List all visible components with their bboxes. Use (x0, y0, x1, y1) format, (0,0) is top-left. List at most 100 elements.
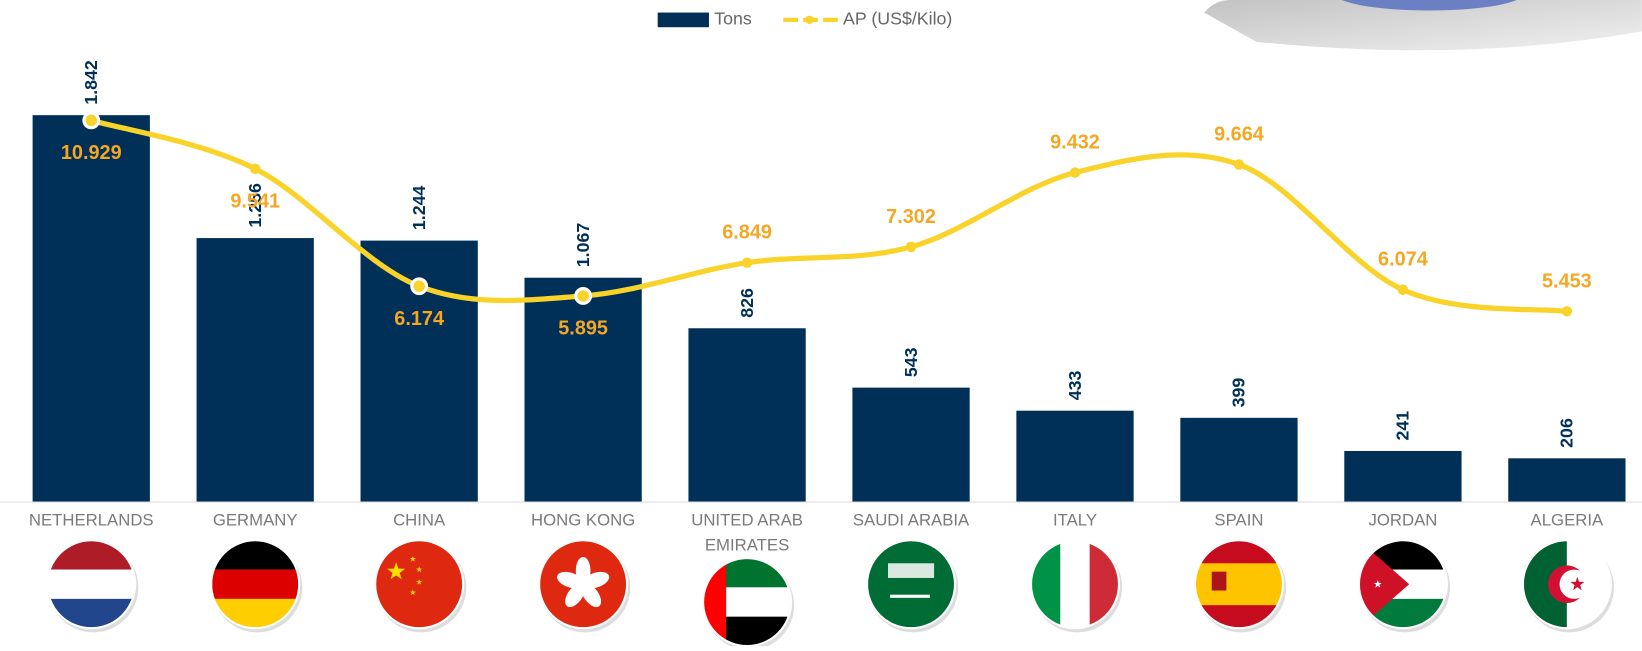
bar (688, 328, 806, 502)
line-marker (1069, 167, 1081, 178)
flag-part (1211, 571, 1227, 591)
flag-part (416, 578, 423, 585)
flag-part (1373, 580, 1382, 588)
flag-part (557, 571, 584, 589)
bar-value-label: 543 (901, 347, 921, 377)
x-tick-label: GERMANY (212, 511, 298, 530)
x-tick-label: NETHERLANDS (28, 511, 154, 530)
flag-part (1358, 540, 1410, 629)
line-value-label: 6.074 (1378, 249, 1428, 271)
line-marker (741, 257, 753, 268)
line-value-label: 6.174 (394, 308, 444, 330)
legend-swatch (657, 12, 709, 28)
x-tick-label: UNITED ARAB EMIRATES (691, 511, 803, 555)
line-marker (905, 241, 917, 253)
bar-value-label: 826 (737, 288, 757, 318)
bar-value-label: 1.256 (245, 183, 265, 228)
bar (524, 277, 642, 502)
bar (32, 115, 150, 502)
flag-part (47, 598, 136, 629)
bar-value-label: 206 (1557, 418, 1577, 448)
flag-border (374, 539, 465, 630)
flag-part (1060, 540, 1090, 629)
flag-border (1193, 539, 1284, 630)
flag-part (581, 583, 602, 608)
flag-part (211, 569, 300, 599)
bar (196, 238, 314, 502)
flag (1031, 540, 1119, 629)
line-value-label: 9.664 (1214, 123, 1264, 145)
category-label: JORDAN (1368, 512, 1437, 530)
line-marker (410, 277, 429, 296)
line-marker (574, 287, 593, 305)
flag-border (1357, 539, 1448, 630)
flag (867, 540, 956, 629)
x-tick-label: SAUDI ARABIA (852, 511, 970, 530)
x-tick-label: CHINA (393, 511, 446, 530)
bar-value-label: 399 (1229, 378, 1249, 408)
bar (1180, 417, 1298, 502)
bar (852, 387, 970, 502)
category-label: GERMANY (212, 511, 298, 530)
flag-border (1521, 539, 1612, 630)
flag-part (582, 571, 610, 589)
bar (1508, 458, 1626, 502)
x-tick-label: ALGERIA (1530, 511, 1604, 530)
x-tick-label: SPAIN (1214, 511, 1264, 530)
bar (1016, 410, 1134, 502)
flag-part (1194, 563, 1283, 606)
flag (539, 540, 628, 629)
flag (1194, 540, 1283, 629)
line-value-label: 9.541 (230, 191, 280, 213)
category-label: CHINA (393, 511, 446, 530)
flag-part (409, 555, 416, 562)
category-label: HONG KONG (530, 511, 636, 530)
line-marker (82, 111, 101, 130)
flag-part (867, 540, 956, 629)
line-value-label: 5.453 (1542, 270, 1592, 292)
line-value-label: 7.302 (886, 206, 936, 228)
flag-part (409, 589, 416, 596)
flag-part (1570, 576, 1585, 591)
bar-value-label: 1.842 (81, 60, 101, 105)
bar-value-label: 241 (1393, 411, 1413, 441)
flag-part (890, 594, 930, 598)
x-tick-label: ITALY (1052, 511, 1098, 530)
flag-part (416, 566, 423, 573)
flag-part (387, 562, 406, 580)
legend-label: Tons (714, 9, 752, 29)
flag (375, 540, 464, 629)
bar (1344, 450, 1462, 502)
line-value-label: 6.849 (722, 222, 772, 244)
category-label: ITALY (1052, 511, 1098, 530)
x-tick-label: HONG KONG (530, 511, 636, 530)
flag-border (210, 539, 301, 630)
line-marker (1397, 284, 1409, 295)
flag-border (866, 539, 957, 630)
flag-part (375, 540, 464, 629)
line-value-label: 10.929 (61, 142, 122, 164)
category-label: SAUDI ARABIA (852, 511, 970, 530)
flag-border (1029, 539, 1121, 630)
line-marker (1233, 159, 1245, 170)
bar-value-label: 1.067 (573, 223, 593, 268)
line (90, 117, 1568, 314)
category-label: NETHERLANDS (28, 511, 154, 530)
line-value-label: 5.895 (558, 318, 608, 340)
line-marker (1561, 306, 1573, 317)
flag-border (538, 539, 629, 630)
category-label: UNITED ARAB EMIRATES (691, 511, 803, 555)
category-label: SPAIN (1214, 511, 1264, 530)
legend: Tons AP (US$/Kilo) (657, 9, 952, 29)
legend-swatch (805, 15, 814, 25)
decoration (1204, 0, 1642, 51)
flag-part (211, 598, 300, 629)
line-marker (249, 163, 261, 175)
bar-value-label: 433 (1065, 370, 1085, 400)
bar-value-label: 1.244 (409, 186, 429, 231)
category-label: ALGERIA (1530, 511, 1604, 530)
flag-border (46, 539, 137, 630)
legend-label: AP (US$/Kilo) (843, 9, 952, 29)
